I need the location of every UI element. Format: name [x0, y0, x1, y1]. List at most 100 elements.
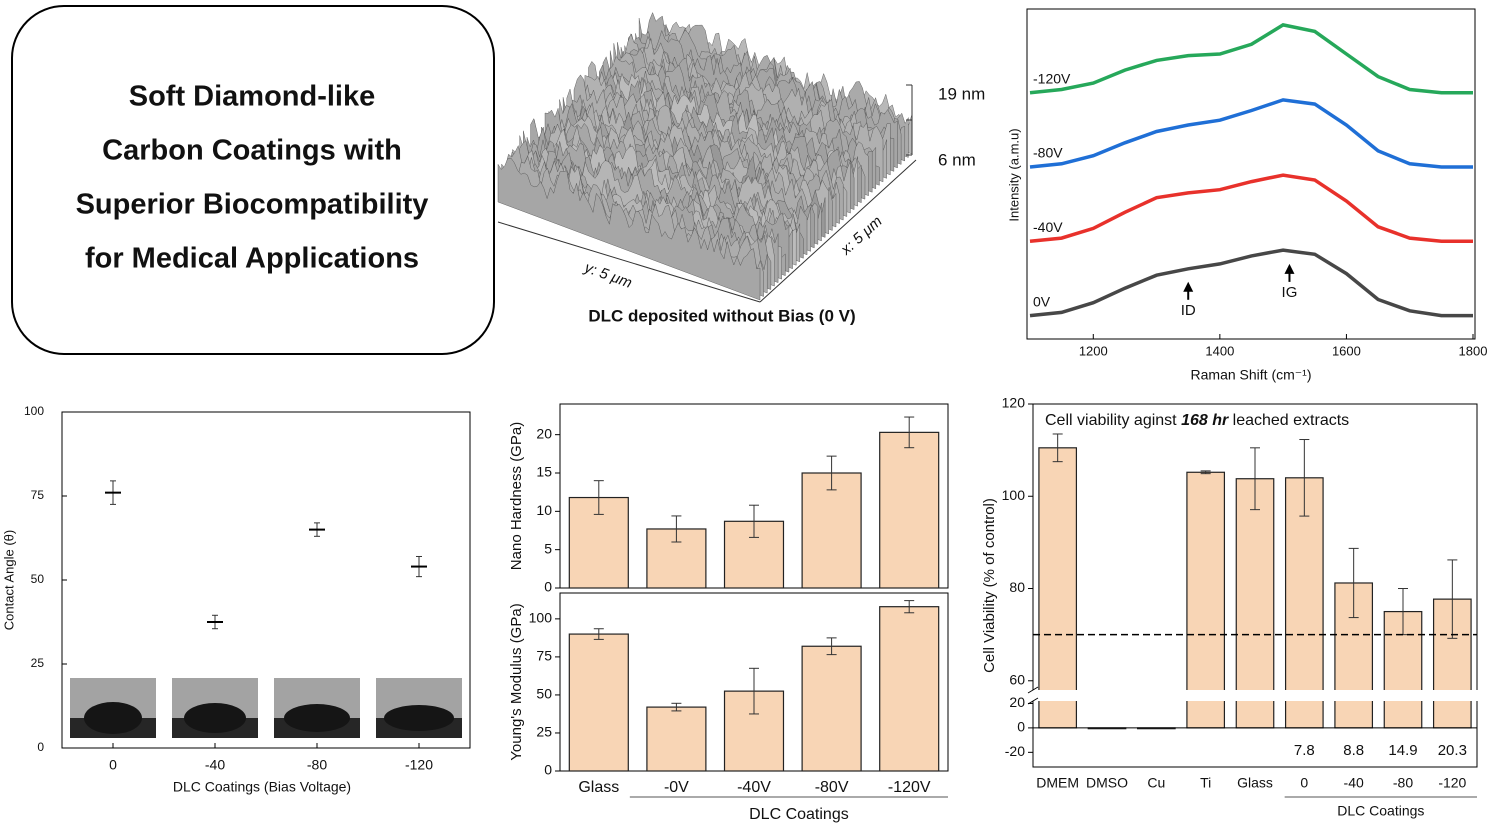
y-tick-label: 120 — [1002, 395, 1026, 411]
bar-annotation: 14.9 — [1388, 742, 1417, 759]
afm-caption: DLC deposited without Bias (0 V) — [588, 306, 855, 325]
x-axis-title: DLC Coatings — [749, 806, 849, 823]
bar — [1038, 447, 1078, 729]
bar — [879, 606, 940, 772]
chart-title: Cell viability aginst 168 hr leached ext… — [1045, 412, 1349, 429]
y-axis-title: Cell Viability (% of control) — [981, 498, 998, 673]
x-tick-label: -40V — [737, 779, 771, 796]
x-tick-label: DMEM — [1036, 775, 1079, 791]
plot-frame — [1032, 403, 1478, 768]
z-max-label: 19 nm — [938, 84, 985, 103]
plot-frame — [1026, 8, 1476, 340]
y-tick-label: 75 — [536, 648, 552, 664]
title-line: Carbon Coatings with — [102, 135, 402, 167]
series-label: -120V — [1033, 70, 1071, 86]
y-tick-label: 80 — [1009, 579, 1025, 595]
series-label: -40V — [1033, 219, 1063, 235]
y-axis-title: Intensity (a.m.u) — [1006, 128, 1021, 221]
x-tick-label: 0 — [1300, 775, 1308, 791]
y-tick-label: 50 — [536, 686, 552, 702]
annotation-label: ID — [1181, 302, 1196, 319]
bar — [801, 645, 862, 772]
x-tick-label: 1400 — [1205, 343, 1234, 358]
bar-annotation: 20.3 — [1438, 742, 1467, 759]
axis-break — [1027, 690, 1483, 701]
y-tick-label: 0 — [544, 762, 552, 778]
droplet — [84, 702, 142, 734]
afm-axis — [497, 221, 761, 303]
x-axis-title: DLC Coatings (Bias Voltage) — [173, 779, 351, 795]
y-tick-label: 0 — [544, 579, 552, 595]
x-tick-label: 1600 — [1332, 343, 1361, 358]
bar — [1186, 471, 1226, 729]
bar — [568, 633, 629, 772]
z-min-label: 6 nm — [938, 150, 976, 169]
y-tick-label: 20 — [1009, 694, 1025, 710]
title-line: Soft Diamond-like — [129, 81, 376, 113]
series-line — [1029, 98, 1473, 169]
bar-annotation: 7.8 — [1294, 742, 1315, 759]
x-tick-label: DMSO — [1086, 775, 1128, 791]
group-label: DLC Coatings — [1337, 803, 1424, 819]
x-tick-label: 0 — [109, 757, 117, 773]
x-axis-label: x: 5 μm — [837, 213, 886, 259]
surface-row — [497, 157, 761, 301]
y-axis-title: Contact Angle (θ) — [1, 530, 16, 630]
arrow-head — [1284, 263, 1295, 274]
droplet — [284, 704, 350, 732]
series-line — [1029, 173, 1473, 244]
title-part: Cell viability aginst — [1045, 412, 1181, 429]
x-tick-label: -0V — [664, 779, 689, 796]
y-tick-label: 75 — [31, 488, 45, 502]
x-tick-label: Ti — [1200, 775, 1211, 791]
title-part: leached extracts — [1228, 412, 1349, 429]
afm-surface — [497, 12, 917, 303]
x-tick-label: 1800 — [1459, 343, 1488, 358]
x-tick-label: -120 — [1438, 775, 1466, 791]
x-tick-label: -80 — [1393, 775, 1413, 791]
y-tick-label: 100 — [24, 404, 44, 418]
bar — [1284, 477, 1324, 729]
y-tick-label: 0 — [1017, 719, 1025, 735]
y-axis-title: Young's Modulus (GPa) — [508, 603, 525, 760]
y-tick-label: 25 — [31, 656, 45, 670]
x-tick-label: -40 — [1344, 775, 1364, 791]
afm-axis — [759, 159, 917, 303]
x-tick-label: -120V — [888, 779, 931, 796]
x-axis-title: Raman Shift (cm⁻¹) — [1191, 367, 1312, 383]
x-tick-label: Cu — [1147, 775, 1165, 791]
x-tick-label: -40 — [205, 757, 225, 773]
x-tick-label: -120 — [405, 757, 433, 773]
y-tick-label: 60 — [1009, 671, 1025, 687]
break-mark — [1027, 697, 1039, 705]
y-tick-label: 20 — [536, 425, 552, 441]
arrow-head — [1183, 281, 1194, 292]
x-tick-label: 1200 — [1079, 343, 1108, 358]
y-tick-label: 5 — [544, 540, 552, 556]
title-line: for Medical Applications — [85, 243, 419, 275]
y-tick-label: 100 — [529, 610, 553, 626]
series-label: -80V — [1033, 145, 1063, 161]
title-line: Superior Biocompatibility — [76, 189, 429, 221]
series-label: 0V — [1033, 293, 1051, 309]
x-tick-label: -80 — [307, 757, 327, 773]
y-axis-title: Nano Hardness (GPa) — [508, 422, 525, 570]
y-tick-label: 25 — [536, 724, 552, 740]
x-tick-label: Glass — [578, 779, 619, 796]
droplet — [184, 703, 246, 733]
y-tick-label: 10 — [536, 502, 552, 518]
series-line — [1029, 248, 1473, 318]
x-tick-label: -80V — [815, 779, 849, 796]
title-part: 168 hr — [1181, 412, 1229, 429]
y-tick-label: 50 — [31, 572, 45, 586]
x-tick-label: Glass — [1237, 775, 1273, 791]
bar-annotation: 8.8 — [1343, 742, 1364, 759]
y-tick-label: 0 — [37, 740, 44, 754]
y-tick-label: -20 — [1005, 743, 1025, 759]
bar — [646, 706, 707, 772]
title-box — [11, 5, 495, 355]
bar — [879, 431, 940, 589]
droplet — [384, 705, 454, 731]
